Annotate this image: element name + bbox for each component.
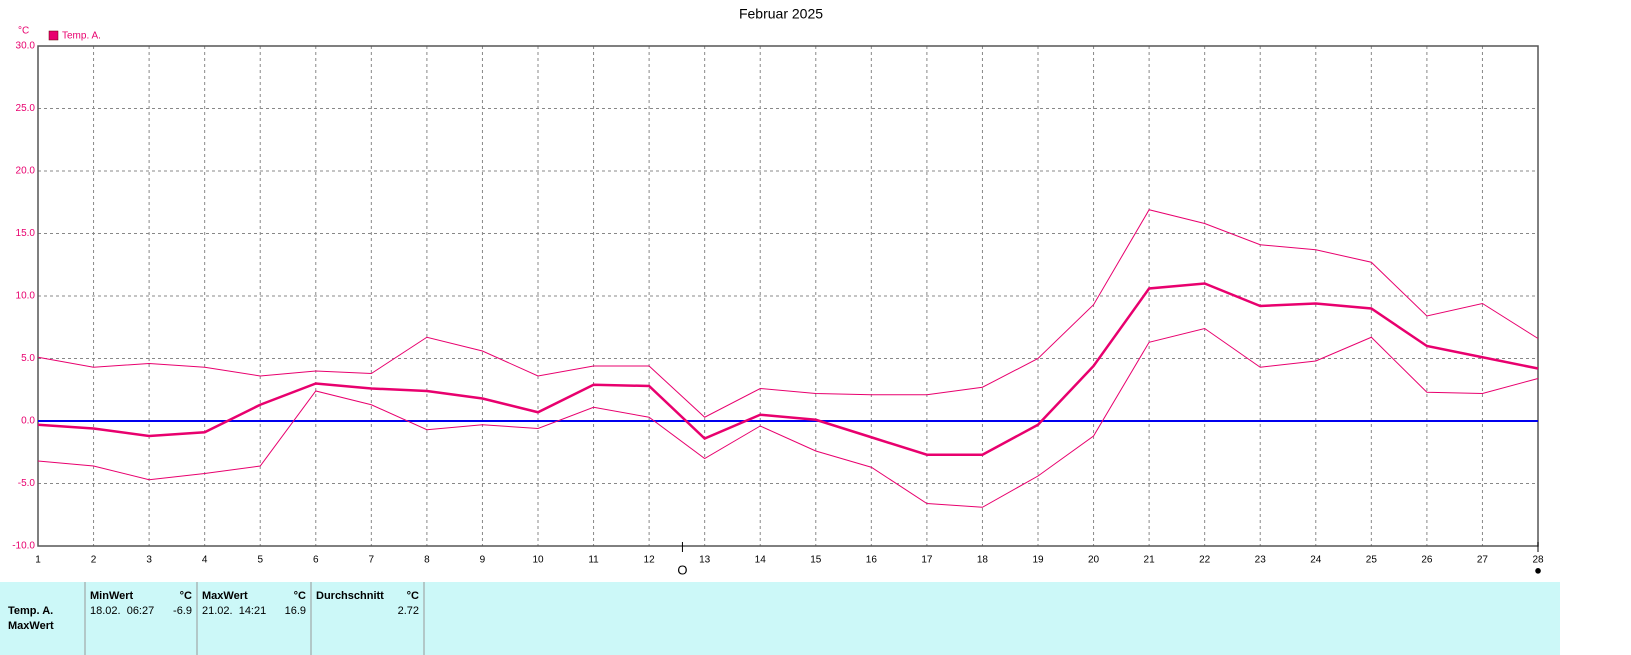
legend-swatch [48, 30, 59, 41]
x-tick-label: 9 [480, 555, 486, 566]
cell-value: 2.72 [398, 605, 419, 617]
y-tick-label: 10.0 [16, 291, 36, 302]
x-tick-label: 12 [644, 555, 656, 566]
y-tick-label: 25.0 [16, 103, 36, 114]
column-header: MaxWert [202, 590, 248, 602]
x-tick-label: 28 [1532, 555, 1544, 566]
legend-label: Temp. A. [62, 31, 101, 42]
series-line [37, 327, 1539, 508]
y-tick-label: -5.0 [18, 478, 36, 489]
x-tick-label: 3 [146, 555, 152, 566]
x-tick-label: 24 [1310, 555, 1322, 566]
x-tick-label: 5 [257, 555, 263, 566]
cell-value: -6.9 [173, 605, 192, 617]
x-tick-label: 26 [1421, 555, 1433, 566]
plot-border [37, 45, 1539, 547]
x-tick-label: 15 [810, 555, 822, 566]
x-tick-label: 22 [1199, 555, 1211, 566]
x-tick-label: 10 [532, 555, 544, 566]
chart-title: Februar 2025 [739, 6, 823, 22]
column-unit: °C [294, 590, 306, 602]
x-tick-label: 25 [1366, 555, 1378, 566]
series-line [37, 209, 1539, 418]
y-tick-label: 20.0 [16, 166, 36, 177]
column-header: Durchschnitt [316, 590, 384, 602]
x-tick-label: 20 [1088, 555, 1100, 566]
x-tick-label: 2 [91, 555, 97, 566]
y-tick-label: 15.0 [16, 228, 36, 239]
x-tick-label: 1 [35, 555, 41, 566]
x-tick-label: 21 [1144, 555, 1156, 566]
x-tick-label: 14 [755, 555, 767, 566]
x-tick-label: 16 [866, 555, 878, 566]
x-tick-label: 11 [588, 555, 599, 566]
x-tick-label: 17 [921, 555, 933, 566]
moon-phase: O [677, 562, 687, 577]
moon-phase: ● [1534, 562, 1542, 577]
x-tick-label: 13 [699, 555, 711, 566]
column-header: MinWert [90, 590, 134, 602]
y-tick-label: 0.0 [21, 416, 35, 427]
cell-time: 18.02. 06:27 [90, 605, 154, 617]
y-tick-label: 5.0 [21, 353, 35, 364]
cell-time: 21.02. 14:21 [202, 605, 266, 617]
x-tick-label: 23 [1255, 555, 1267, 566]
x-tick-label: 8 [424, 555, 430, 566]
series-line [37, 282, 1539, 456]
y-unit: °C [18, 26, 29, 37]
row-label: Temp. A. [8, 605, 53, 617]
x-tick-label: 19 [1032, 555, 1044, 566]
column-unit: °C [407, 590, 419, 602]
x-tick-label: 6 [313, 555, 319, 566]
column-unit: °C [180, 590, 192, 602]
x-tick-label: 18 [977, 555, 989, 566]
y-tick-label: -10.0 [12, 541, 35, 552]
y-tick-label: 30.0 [16, 41, 36, 52]
stats-panel [0, 582, 1560, 655]
x-tick-label: 4 [202, 555, 208, 566]
x-tick-label: 7 [369, 555, 375, 566]
cell-value: 16.9 [285, 605, 306, 617]
x-tick-label: 27 [1477, 555, 1489, 566]
row-label: MaxWert [8, 620, 54, 632]
